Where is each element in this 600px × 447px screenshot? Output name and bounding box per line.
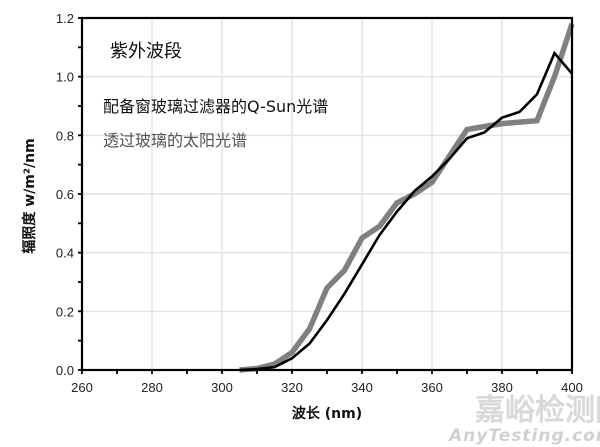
- series-qsun-window-filter: [239, 50, 573, 372]
- x-tick-label: 280: [141, 380, 163, 395]
- x-tick-label: 380: [491, 380, 513, 395]
- watermark-cn: 嘉峪检测网: [475, 393, 600, 428]
- band-label: 紫外波段: [110, 41, 182, 62]
- y-tick-label: 0.6: [56, 187, 74, 202]
- y-tick-label: 0.2: [56, 304, 74, 319]
- x-tick-label: 260: [71, 380, 93, 395]
- watermark-en: AnyTesting.com: [447, 426, 600, 446]
- x-tick-label: 320: [281, 380, 303, 395]
- x-tick-label: 340: [351, 380, 373, 395]
- x-tick-label: 400: [561, 380, 583, 395]
- tick-labels: 260 280 300 320 340 360 380 400 0.0 0.2 0.4 0.6 0.8 1…: [56, 11, 583, 395]
- x-axis-title: 波长 (nm): [292, 405, 362, 422]
- x-tick-label: 360: [421, 380, 443, 395]
- series-sunlight-through-glass: [239, 23, 575, 373]
- y-tick-label: 0.4: [56, 246, 74, 261]
- axes: [78, 16, 574, 374]
- series-lines: [239, 23, 575, 373]
- y-tick-label: 0.0: [56, 363, 74, 378]
- y-tick-label: 0.8: [56, 128, 74, 143]
- y-tick-label: 1.2: [56, 11, 74, 26]
- grid-lines: [82, 18, 572, 370]
- legend-qsun: 配备窗玻璃过滤器的Q-Sun光谱: [103, 97, 328, 116]
- y-axis-title: 辐照度 w/m²/nm: [21, 138, 38, 253]
- x-tick-label: 300: [211, 380, 233, 395]
- y-tick-label: 1.0: [56, 70, 74, 85]
- legend-sun: 透过玻璃的太阳光谱: [103, 131, 247, 150]
